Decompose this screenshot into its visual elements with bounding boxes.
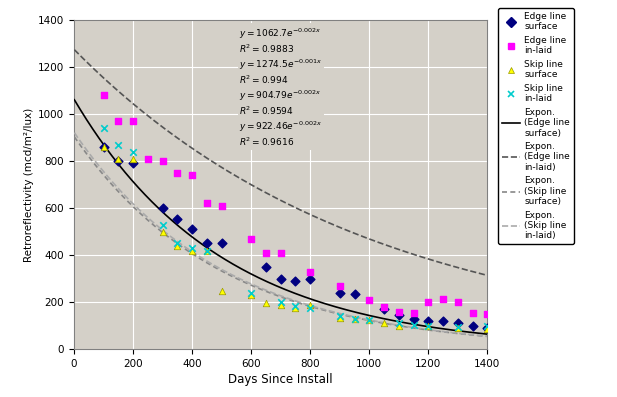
Point [423, 318, 433, 324]
Point [394, 320, 404, 327]
Point [217, 287, 226, 294]
Point [261, 250, 271, 256]
Point [187, 245, 197, 251]
Point [350, 316, 360, 322]
Point [408, 322, 418, 328]
Point [305, 268, 315, 275]
Point [350, 291, 360, 297]
Point [453, 320, 463, 327]
Point [172, 170, 183, 176]
Point [276, 301, 286, 308]
Point [379, 306, 389, 312]
Point [202, 247, 212, 254]
Point [261, 264, 271, 270]
Point [482, 323, 492, 329]
Point [276, 276, 286, 282]
Y-axis label: Retroreflectivity (mcd/m²/lux): Retroreflectivity (mcd/m²/lux) [24, 108, 34, 262]
Point [365, 317, 375, 323]
Point [438, 296, 448, 302]
Point [335, 314, 345, 321]
Point [291, 305, 300, 311]
Point [202, 200, 212, 206]
Point [335, 290, 345, 296]
Point [482, 326, 492, 333]
Point [128, 148, 138, 155]
Point [217, 240, 226, 247]
Point [187, 172, 197, 178]
Point [158, 158, 168, 164]
Point [379, 320, 389, 327]
Point [99, 125, 109, 131]
Point [365, 317, 375, 323]
X-axis label: Days Since Install: Days Since Install [228, 373, 333, 386]
Point [128, 118, 138, 124]
Point [246, 235, 256, 242]
Point [114, 158, 123, 164]
Point [158, 205, 168, 211]
Point [246, 292, 256, 299]
Point [408, 310, 418, 316]
Point [128, 156, 138, 162]
Point [172, 240, 183, 247]
Point [143, 156, 153, 162]
Point [394, 308, 404, 315]
Point [114, 141, 123, 148]
Point [438, 318, 448, 324]
Legend: Edge line
surface, Edge line
in-laid, Skip line
surface, Skip line
in-laid, Expo: Edge line surface, Edge line in-laid, Sk… [498, 8, 574, 244]
Point [453, 324, 463, 330]
Point [99, 144, 109, 150]
Point [482, 325, 492, 331]
Point [291, 303, 300, 309]
Point [482, 311, 492, 317]
Point [114, 118, 123, 124]
Point [468, 323, 478, 329]
Point [394, 312, 404, 318]
Point [305, 301, 315, 308]
Point [350, 316, 360, 322]
Point [172, 216, 183, 222]
Point [468, 310, 478, 316]
Point [128, 160, 138, 167]
Text: $y = 1062.7e^{-0.002x}$
$R^2 = 0.9883$
$y = 1274.5e^{-0.001x}$
$R^2 = 0.994$
$y : $y = 1062.7e^{-0.002x}$ $R^2 = 0.9883$ $… [239, 27, 323, 148]
Point [114, 156, 123, 162]
Point [335, 283, 345, 289]
Point [423, 323, 433, 329]
Point [202, 247, 212, 254]
Point [276, 250, 286, 256]
Point [261, 300, 271, 306]
Point [291, 278, 300, 284]
Point [453, 325, 463, 331]
Point [246, 290, 256, 296]
Point [187, 247, 197, 254]
Point [365, 297, 375, 303]
Point [202, 240, 212, 247]
Point [305, 276, 315, 282]
Point [217, 202, 226, 209]
Point [423, 323, 433, 329]
Point [335, 313, 345, 320]
Point [379, 304, 389, 310]
Point [305, 305, 315, 311]
Point [158, 222, 168, 228]
Point [408, 316, 418, 322]
Point [423, 299, 433, 305]
Point [99, 92, 109, 98]
Point [99, 144, 109, 150]
Point [394, 323, 404, 329]
Point [172, 243, 183, 249]
Point [276, 299, 286, 305]
Point [187, 226, 197, 233]
Point [453, 299, 463, 305]
Point [158, 229, 168, 235]
